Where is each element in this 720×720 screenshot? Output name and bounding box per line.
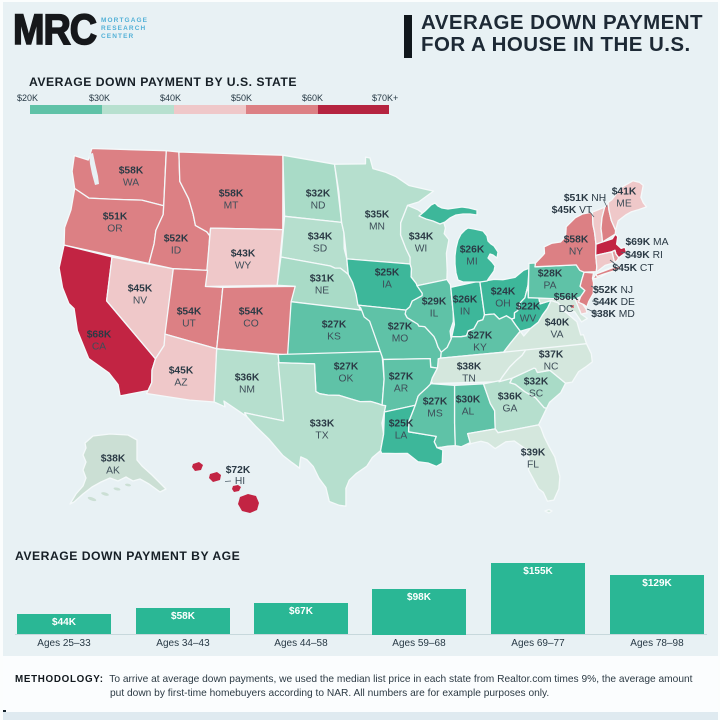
svg-text:$28K: $28K bbox=[538, 269, 563, 280]
svg-text:$52K: $52K bbox=[164, 234, 189, 245]
svg-text:TN: TN bbox=[462, 374, 476, 385]
svg-text:NY: NY bbox=[569, 247, 583, 258]
svg-text:$41K: $41K bbox=[612, 187, 637, 198]
svg-text:$33K: $33K bbox=[310, 419, 335, 430]
svg-text:AZ: AZ bbox=[174, 378, 187, 389]
svg-text:WY: WY bbox=[235, 261, 252, 272]
svg-text:KY: KY bbox=[473, 343, 487, 354]
svg-text:$24K: $24K bbox=[491, 287, 516, 298]
svg-text:OK: OK bbox=[339, 374, 354, 385]
svg-text:$43K: $43K bbox=[231, 249, 256, 260]
svg-text:$38K: $38K bbox=[101, 454, 126, 465]
svg-text:ID: ID bbox=[171, 246, 181, 257]
svg-text:WA: WA bbox=[123, 178, 139, 189]
svg-text:$51K: $51K bbox=[103, 212, 128, 223]
svg-text:$32K: $32K bbox=[306, 189, 331, 200]
svg-text:FL: FL bbox=[527, 460, 539, 471]
svg-text:$27K: $27K bbox=[423, 397, 448, 408]
svg-text:$27K: $27K bbox=[468, 331, 493, 342]
svg-text:$32K: $32K bbox=[524, 377, 549, 388]
svg-text:$37K: $37K bbox=[539, 350, 564, 361]
svg-text:NM: NM bbox=[239, 385, 255, 396]
svg-text:$39K: $39K bbox=[521, 448, 546, 459]
svg-text:NC: NC bbox=[544, 362, 559, 373]
svg-text:$36K: $36K bbox=[498, 392, 523, 403]
svg-text:KS: KS bbox=[327, 332, 341, 343]
svg-text:$25K: $25K bbox=[389, 419, 414, 430]
svg-text:$69K MA: $69K MA bbox=[626, 237, 669, 248]
svg-text:$72K: $72K bbox=[226, 465, 251, 476]
svg-text:$56K: $56K bbox=[554, 292, 579, 303]
svg-text:NV: NV bbox=[133, 296, 147, 307]
svg-text:$58K: $58K bbox=[119, 166, 144, 177]
svg-text:$30K: $30K bbox=[456, 395, 481, 406]
svg-text:AR: AR bbox=[394, 384, 408, 395]
svg-text:SD: SD bbox=[313, 244, 327, 255]
svg-text:$36K: $36K bbox=[235, 373, 260, 384]
svg-text:$58K: $58K bbox=[564, 235, 589, 246]
svg-text:$31K: $31K bbox=[310, 274, 335, 285]
svg-text:$35K: $35K bbox=[365, 210, 390, 221]
svg-text:IN: IN bbox=[460, 307, 470, 318]
svg-text:IL: IL bbox=[430, 309, 439, 320]
svg-text:$44K DE: $44K DE bbox=[593, 297, 635, 308]
svg-text:WI: WI bbox=[415, 244, 428, 255]
svg-text:$25K: $25K bbox=[375, 268, 400, 279]
svg-text:$51K NH: $51K NH bbox=[564, 193, 606, 204]
svg-text:GA: GA bbox=[503, 404, 518, 415]
svg-text:LA: LA bbox=[395, 431, 408, 442]
svg-text:ND: ND bbox=[311, 201, 326, 212]
svg-text:WV: WV bbox=[520, 314, 537, 325]
svg-text:$26K: $26K bbox=[460, 245, 485, 256]
svg-text:$54K: $54K bbox=[239, 307, 264, 318]
svg-text:TX: TX bbox=[315, 431, 328, 442]
svg-text:$34K: $34K bbox=[409, 232, 434, 243]
svg-text:$38K MD: $38K MD bbox=[591, 309, 635, 320]
svg-text:IA: IA bbox=[382, 280, 392, 291]
svg-text:$29K: $29K bbox=[422, 297, 447, 308]
svg-text:$49K RI: $49K RI bbox=[625, 250, 663, 261]
svg-text:$27K: $27K bbox=[322, 320, 347, 331]
svg-text:MO: MO bbox=[392, 334, 409, 345]
svg-text:$22K: $22K bbox=[516, 302, 541, 313]
svg-text:$54K: $54K bbox=[177, 307, 202, 318]
svg-text:$27K: $27K bbox=[334, 362, 359, 373]
svg-text:AL: AL bbox=[462, 407, 475, 418]
svg-text:$38K: $38K bbox=[457, 362, 482, 373]
svg-text:DC: DC bbox=[559, 304, 574, 315]
svg-text:UT: UT bbox=[182, 319, 196, 330]
svg-text:MN: MN bbox=[369, 222, 385, 233]
svg-text:OH: OH bbox=[495, 299, 510, 310]
svg-text:MT: MT bbox=[224, 201, 240, 212]
svg-text:CA: CA bbox=[92, 342, 106, 353]
svg-text:VA: VA bbox=[551, 330, 564, 341]
svg-text:$27K: $27K bbox=[389, 372, 414, 383]
svg-text:$52K NJ: $52K NJ bbox=[593, 285, 633, 296]
svg-text:$27K: $27K bbox=[388, 322, 413, 333]
svg-text:$58K: $58K bbox=[219, 189, 244, 200]
svg-text:ME: ME bbox=[616, 199, 632, 210]
svg-text:$34K: $34K bbox=[308, 232, 333, 243]
svg-text:MS: MS bbox=[427, 409, 443, 420]
svg-text:$45K: $45K bbox=[169, 366, 194, 377]
svg-text:OR: OR bbox=[107, 224, 122, 235]
svg-text:AK: AK bbox=[106, 466, 120, 477]
svg-text:NE: NE bbox=[315, 286, 329, 297]
svg-text:$40K: $40K bbox=[545, 318, 570, 329]
svg-text:PA: PA bbox=[544, 281, 557, 292]
svg-text:HI: HI bbox=[235, 476, 245, 487]
svg-text:$45K CT: $45K CT bbox=[612, 263, 654, 274]
svg-text:$45K: $45K bbox=[128, 284, 153, 295]
svg-text:MI: MI bbox=[466, 257, 477, 268]
svg-text:$26K: $26K bbox=[453, 295, 478, 306]
svg-text:SC: SC bbox=[529, 389, 544, 400]
svg-text:$45K VT: $45K VT bbox=[552, 205, 593, 216]
svg-text:CO: CO bbox=[243, 319, 258, 330]
svg-text:$68K: $68K bbox=[87, 330, 112, 341]
